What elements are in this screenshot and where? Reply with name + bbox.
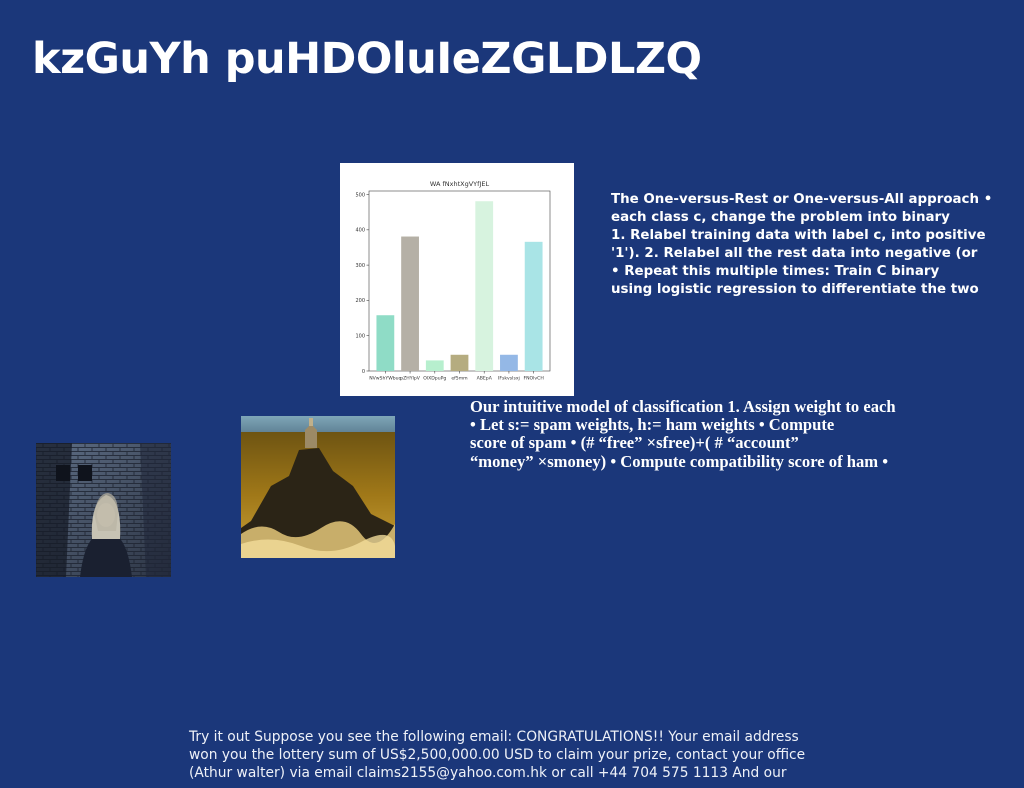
ovr-text-block: The One-versus-Rest or One-versus-All ap… — [611, 191, 1024, 299]
bar-IFskvslsxj — [500, 354, 518, 371]
ovr-line: using logistic regression to differentia… — [611, 282, 979, 297]
footer-text-block: Try it out Suppose you see the following… — [189, 728, 849, 782]
model-text-block: Our intuitive model of classification 1.… — [470, 398, 1020, 471]
bar-chart: WA fNxhtXgVYfJEL 0 100 200 300 400 500 NVwShYWb… — [340, 163, 574, 396]
bar-NVwShYWbuq — [376, 315, 395, 371]
ovr-line: each class c, change the problem into bi… — [611, 210, 950, 225]
y-tick-label: 100 — [355, 334, 365, 340]
ovr-line: 1. Relabel training data with label c, i… — [611, 228, 986, 243]
x-tick-label: ef5mm — [451, 376, 468, 382]
lighthouse-on-rocks-photo — [241, 416, 395, 558]
y-tick-label: 200 — [355, 298, 365, 304]
model-line: score of spam • (# “free” ×sfree)+( # “a… — [470, 433, 799, 453]
bar-ABEpA — [475, 201, 494, 371]
footer-line: Try it out Suppose you see the following… — [189, 729, 799, 745]
y-tick-label: 500 — [355, 192, 365, 198]
y-tick-label: 300 — [355, 263, 365, 269]
y-tick-label: 400 — [355, 228, 365, 234]
ovr-line: • Repeat this multiple times: Train C bi… — [611, 264, 940, 279]
bar-pZHYIpV — [401, 236, 419, 371]
ovr-line: The One-versus-Rest or One-versus-All ap… — [611, 192, 993, 207]
x-tick-label: OlXDpuPg — [423, 376, 446, 382]
bar-ef5mm — [450, 354, 469, 371]
chart-title: WA fNxhtXgVYfJEL — [430, 180, 490, 188]
bar-FNOlvCH — [524, 241, 543, 371]
x-tick-label: pZHYIpV — [400, 376, 421, 382]
x-tick-label: IFskvslsxj — [498, 376, 520, 382]
woman-by-brick-wall-photo — [36, 443, 171, 577]
model-line: Our intuitive model of classification 1.… — [470, 398, 896, 416]
x-tick-label: ABEpA — [477, 376, 493, 382]
model-line: • Let s:= spam weights, h:= ham weights … — [470, 415, 835, 435]
model-line: “money” ×smoney) • Compute compatibility… — [470, 451, 889, 471]
slide-title: kzGuYh puHDOluIeZGLDLZQ — [32, 34, 702, 84]
ovr-line: '1'). 2. Relabel all the rest data into … — [611, 246, 978, 261]
y-tick-label: 0 — [362, 369, 365, 375]
plot-frame — [368, 190, 551, 372]
x-tick-label: NVwShYWbuq — [369, 376, 401, 382]
footer-line: won you the lottery sum of US$2,500,000.… — [189, 747, 806, 763]
bar-OlXDpuPg — [425, 360, 444, 371]
footer-line: (Athur walter) via email claims2155@yaho… — [189, 765, 787, 781]
x-tick-label: FNOlvCH — [523, 376, 543, 382]
bar-chart-svg: WA fNxhtXgVYfJEL 0 100 200 300 400 500 NVwShYWb… — [355, 180, 551, 382]
